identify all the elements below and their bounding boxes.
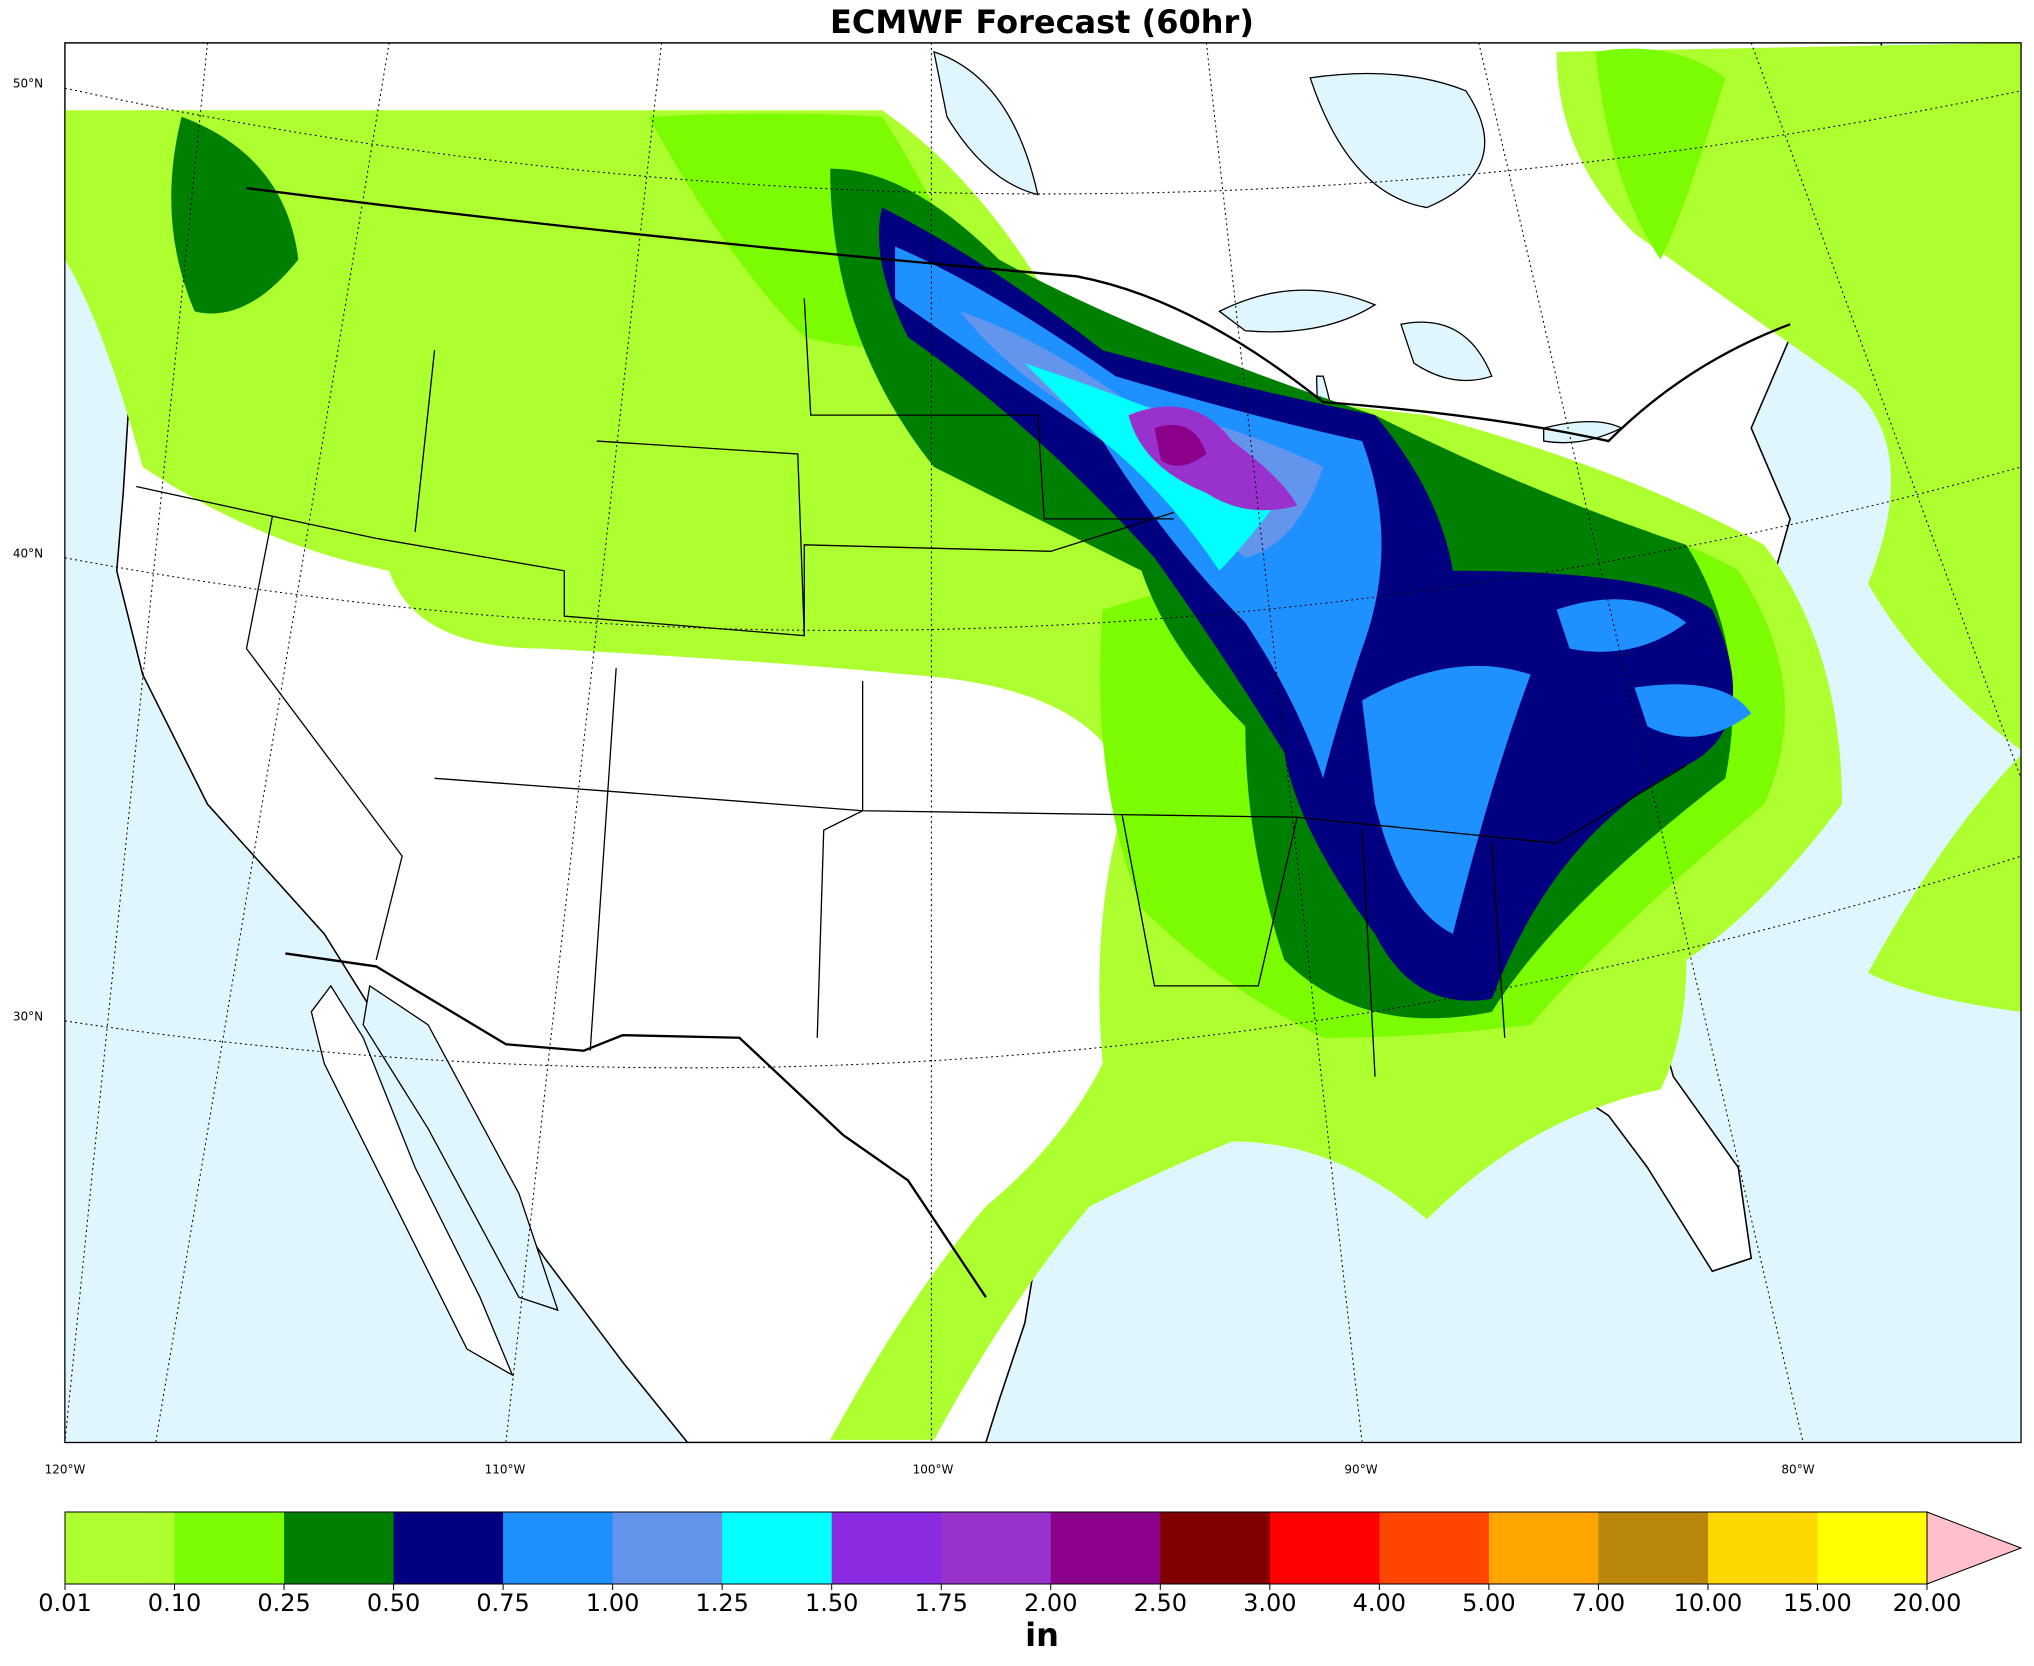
lat-label: 40°N — [13, 547, 43, 561]
lat-label: 30°N — [13, 1010, 43, 1024]
colorbar-bin — [1488, 1512, 1599, 1584]
colorbar-tick-label: 2.50 — [1134, 1589, 1187, 1617]
colorbar-tick-label: 0.25 — [257, 1589, 310, 1617]
lon-label: 90°W — [1344, 1463, 1377, 1477]
colorbar-bin — [1598, 1512, 1709, 1584]
colorbar-label: in — [1025, 1616, 1059, 1654]
colorbar-frame — [64, 1511, 1928, 1585]
colorbar-tick-label: 10.00 — [1674, 1589, 1743, 1617]
graticule — [64, 42, 2022, 1443]
colorbar-bin — [1269, 1512, 1380, 1584]
colorbar-tick-label: 20.00 — [1893, 1589, 1962, 1617]
colorbar-tick-label: 1.50 — [805, 1589, 858, 1617]
colorbar-tick-label: 7.00 — [1572, 1589, 1625, 1617]
colorbar-bin — [503, 1512, 614, 1584]
colorbar-bin — [612, 1512, 723, 1584]
colorbar-tick-label: 4.00 — [1353, 1589, 1406, 1617]
colorbar-tick-label: 1.75 — [915, 1589, 968, 1617]
colorbar-tick-label: 2.00 — [1024, 1589, 1077, 1617]
lon-label: 80°W — [1781, 1463, 1814, 1477]
colorbar-tick-label: 5.00 — [1462, 1589, 1515, 1617]
colorbar-bin — [1817, 1512, 1928, 1584]
colorbar-bin — [722, 1512, 833, 1584]
colorbar-tick-label: 0.50 — [367, 1589, 420, 1617]
map — [64, 42, 2022, 1444]
title: ECMWF Forecast (60hr) — [830, 3, 1254, 41]
colorbar-tick-label: 0.01 — [38, 1589, 91, 1617]
colorbar-bin — [284, 1512, 395, 1584]
lon-label: 110°W — [485, 1463, 526, 1477]
colorbar-bin — [1707, 1512, 1818, 1584]
colorbar-bin — [831, 1512, 942, 1584]
colorbar-tick-label: 0.75 — [476, 1589, 529, 1617]
colorbar-bin — [1160, 1512, 1271, 1584]
colorbar-bin — [1050, 1512, 1161, 1584]
state-lines — [136, 298, 1687, 1077]
colorbar-tick-label: 0.10 — [148, 1589, 201, 1617]
colorbar-bin — [941, 1512, 1052, 1584]
map-body — [64, 42, 2022, 1443]
lon-label: 120°W — [45, 1463, 86, 1477]
colorbar-bin — [174, 1512, 285, 1584]
borders — [246, 186, 1791, 1298]
lat-label: 50°N — [13, 77, 43, 91]
colorbar-bin — [65, 1512, 176, 1584]
map-frame — [64, 42, 2022, 1444]
lon-label: 100°W — [913, 1463, 954, 1477]
colorbar-tick-label: 3.00 — [1243, 1589, 1296, 1617]
colorbar-tick-label: 1.25 — [695, 1589, 748, 1617]
labels: 50°N 40°N 30°N 120°W 110°W 100°W 90°W 80°W — [13, 77, 1815, 1477]
colorbar-extend — [1926, 1511, 2023, 1585]
baja — [310, 984, 514, 1377]
colorbar-tick-label: 1.00 — [586, 1589, 639, 1617]
colorbar: 0.01 0.10 0.25 0.50 0.75 1.00 1.25 1.50 1.75 2.00… — [38, 1511, 2023, 1617]
colorbar-bin — [393, 1512, 504, 1584]
precip — [64, 42, 2022, 1440]
gulf-of-california — [362, 984, 559, 1312]
colorbar-bin — [1379, 1512, 1490, 1584]
colorbar-tick-label: 15.00 — [1783, 1589, 1852, 1617]
